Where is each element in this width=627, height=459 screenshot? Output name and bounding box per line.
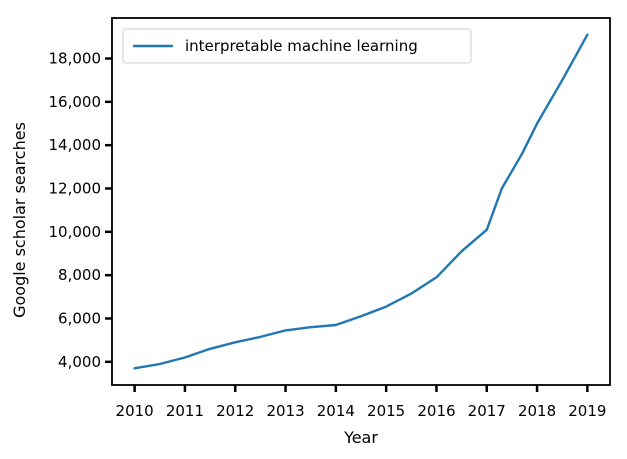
y-tick-label: 6,000: [58, 309, 101, 327]
y-tick-label: 8,000: [58, 266, 101, 284]
y-tick-label: 4,000: [58, 353, 101, 371]
x-tick-label: 2014: [317, 402, 355, 420]
x-tick-label: 2018: [518, 402, 556, 420]
x-axis-label: Year: [343, 428, 378, 447]
legend-box: [122, 28, 472, 64]
plot-frame: [111, 17, 611, 386]
y-axis-label: Google scholar searches: [10, 122, 29, 318]
y-tick-label: 12,000: [49, 180, 102, 198]
legend-label: interpretable machine learning: [185, 37, 418, 55]
x-tick-label: 2013: [266, 402, 304, 420]
x-tick-label: 2010: [116, 402, 154, 420]
y-tick-label: 14,000: [49, 136, 102, 154]
x-tick-label: 2015: [367, 402, 405, 420]
x-tick-label: 2011: [166, 402, 204, 420]
series-line: [133, 33, 589, 370]
x-tick-label: 2017: [468, 402, 506, 420]
x-tick-label: 2012: [216, 402, 254, 420]
y-tick-label: 10,000: [49, 223, 102, 241]
x-tick-label: 2016: [417, 402, 455, 420]
x-tick-label: 2019: [568, 402, 606, 420]
y-tick-label: 18,000: [49, 50, 102, 68]
y-tick-label: 16,000: [49, 93, 102, 111]
